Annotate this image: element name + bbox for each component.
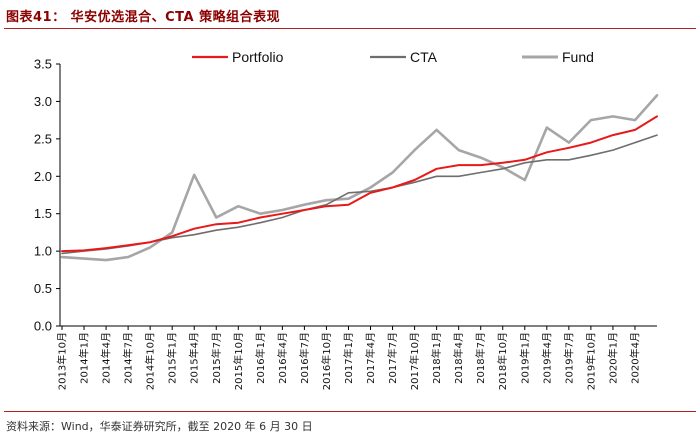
series-line-portfolio <box>61 115 658 253</box>
x-tick-label: 2018年1月 <box>430 332 443 384</box>
x-tick-label: 2015年7月 <box>210 332 223 384</box>
x-tick-label: 2015年4月 <box>188 332 201 384</box>
x-tick-label: 2017年10月 <box>408 332 421 390</box>
y-axis: 0.0 0.5 1.0 1.5 2.0 2.5 3.0 3.5 <box>34 57 61 334</box>
x-tick-label: 2014年10月 <box>144 332 157 390</box>
x-tick-label: 2013年10月 <box>56 332 69 390</box>
figure-title: 图表41： 华安优选混合、CTA 策略组合表现 <box>6 10 281 25</box>
legend-label-portfolio: Portfolio <box>232 49 284 65</box>
legend-label-fund: Fund <box>562 49 594 65</box>
x-tick-label: 2019年4月 <box>540 332 553 384</box>
series-lines <box>60 94 659 262</box>
y-tick-label: 1.0 <box>34 244 52 259</box>
line-chart: 0.0 0.5 1.0 1.5 2.0 2.5 3.0 3.5 2013年10月 2014年1月… <box>34 49 659 390</box>
y-tick-label: 2.5 <box>34 131 52 146</box>
x-tick-label: 2019年10月 <box>584 332 597 390</box>
y-tick-label: 3.0 <box>34 94 52 109</box>
source-note: 资料来源：Wind，华泰证券研究所，截至 2020 年 6 月 30 日 <box>6 420 313 433</box>
x-tick-label: 2019年7月 <box>562 332 575 384</box>
series-line-fund <box>60 94 659 262</box>
x-tick-label: 2020年1月 <box>606 332 619 384</box>
title-divider <box>4 28 696 29</box>
x-tick-label: 2015年10月 <box>232 332 245 390</box>
x-tick-label: 2017年7月 <box>386 332 399 384</box>
x-tick-label: 2017年1月 <box>342 332 355 384</box>
source-divider <box>4 411 696 412</box>
y-tick-label: 1.5 <box>34 206 52 221</box>
y-tick-label: 2.0 <box>34 169 52 184</box>
x-tick-label: 2016年10月 <box>320 332 333 390</box>
y-tick-label: 0.5 <box>34 281 52 296</box>
x-tick-label: 2014年1月 <box>78 332 91 384</box>
x-tick-label: 2016年7月 <box>298 332 311 384</box>
y-tick-label: 0.0 <box>34 319 52 334</box>
x-tick-label: 2016年4月 <box>276 332 289 384</box>
legend: Portfolio CTA Fund <box>192 49 594 65</box>
x-tick-label: 2014年4月 <box>100 332 113 384</box>
x-tick-label: 2014年7月 <box>122 332 135 384</box>
x-tick-label: 2018年10月 <box>496 332 509 390</box>
x-tick-label: 2018年7月 <box>474 332 487 384</box>
x-tick-label: 2019年1月 <box>518 332 531 384</box>
y-tick-label: 3.5 <box>34 57 52 72</box>
x-tick-label: 2016年1月 <box>254 332 267 384</box>
x-tick-label: 2017年4月 <box>364 332 377 384</box>
x-tick-label: 2018年4月 <box>452 332 465 384</box>
x-axis: 2013年10月 2014年1月 2014年4月 2014年7月 2014年10月 201… <box>56 325 657 390</box>
x-tick-label: 2015年1月 <box>166 332 179 384</box>
legend-label-cta: CTA <box>410 49 438 65</box>
x-tick-label: 2020年4月 <box>628 332 641 384</box>
